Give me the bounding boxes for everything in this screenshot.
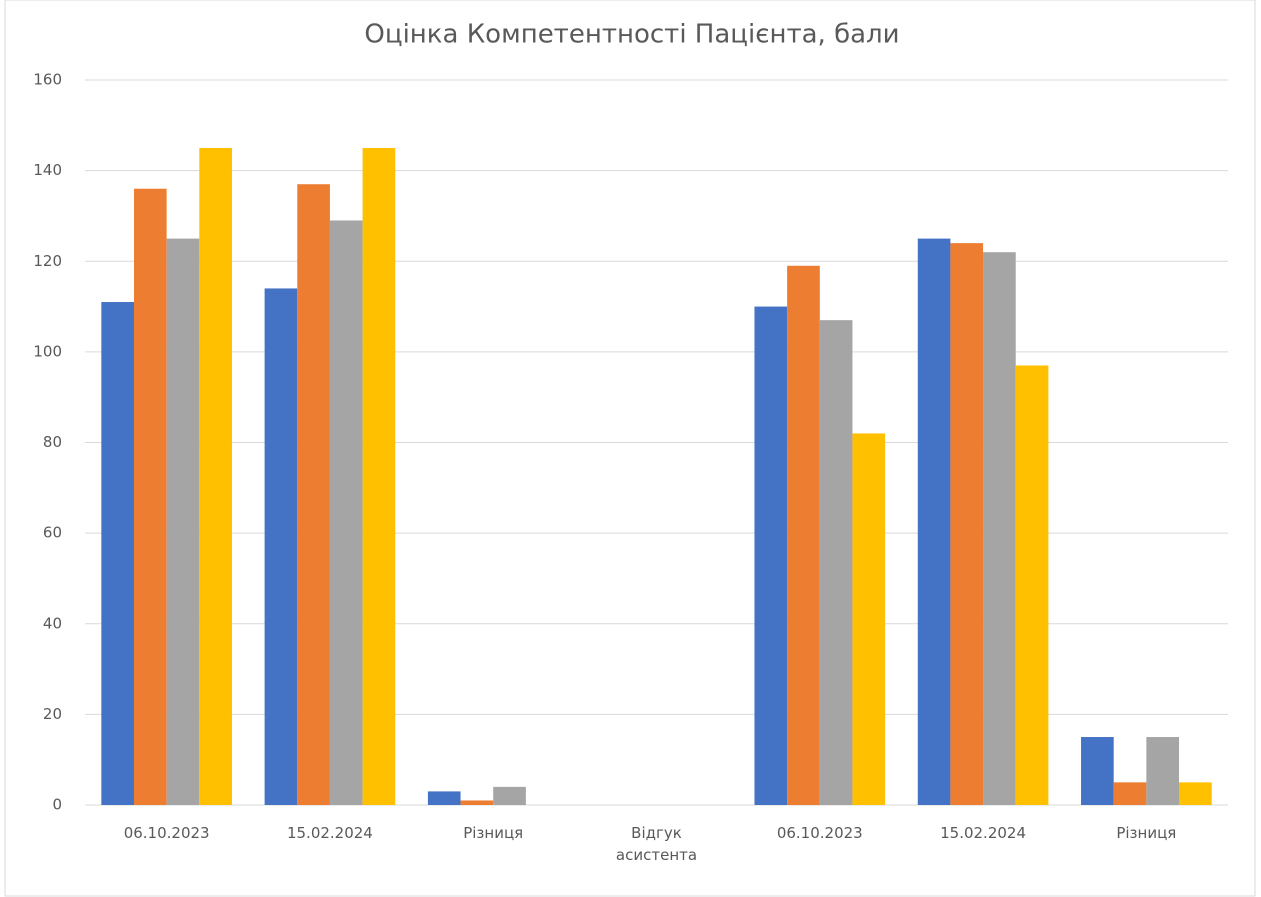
- x-tick-label: 06.10.2023: [123, 824, 210, 842]
- x-tick-label: 06.10.2023: [776, 824, 863, 842]
- x-tick-label: 15.02.2024: [940, 824, 1026, 842]
- bar: [852, 433, 886, 805]
- bar: [1015, 365, 1049, 805]
- bar: [1179, 782, 1212, 805]
- y-tick-label: 40: [43, 614, 62, 632]
- bar: [819, 320, 853, 805]
- bar: [754, 306, 788, 805]
- x-tick-label: 15.02.2024: [286, 824, 373, 842]
- bar: [362, 147, 396, 805]
- bar: [101, 302, 134, 805]
- bar: [427, 791, 461, 805]
- x-tick-label: Відгук асистента: [615, 824, 698, 864]
- bar: [166, 238, 200, 805]
- bar: [983, 252, 1016, 805]
- bar: [1146, 737, 1180, 805]
- bar: [297, 184, 330, 805]
- y-tick-label: 60: [43, 524, 62, 542]
- y-tick-label: 140: [33, 161, 62, 179]
- bar: [1113, 782, 1147, 805]
- bar: [917, 238, 951, 805]
- chart-title: Оцінка Компетентності Пацієнта, бали: [364, 20, 899, 50]
- x-tick-label: Різниця: [1116, 824, 1177, 842]
- bar: [460, 800, 494, 805]
- bar: [493, 786, 526, 805]
- bar: [199, 147, 232, 805]
- y-tick-label: 160: [33, 71, 62, 89]
- bar: [787, 265, 820, 805]
- bar: [264, 288, 298, 805]
- y-tick-label: 120: [33, 252, 62, 270]
- bar: [329, 220, 363, 805]
- y-tick-label: 80: [43, 433, 62, 451]
- y-tick-label: 100: [33, 342, 62, 360]
- x-tick-label: Різниця: [463, 824, 524, 842]
- bar: [1081, 737, 1114, 805]
- y-tick-label: 20: [43, 705, 62, 723]
- y-tick-label: 0: [52, 796, 62, 814]
- bar: [133, 188, 167, 805]
- bar: [950, 243, 984, 805]
